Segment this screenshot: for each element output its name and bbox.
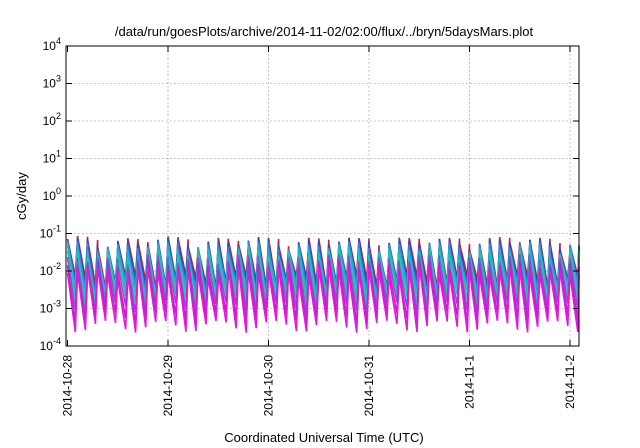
y-tick-label: 102 — [43, 111, 61, 128]
y-tick-label: 101 — [43, 149, 61, 166]
tick-layer: 10-4 10-3 10-2 10-1 100 101 102 103 104 2014-10-2… — [40, 36, 579, 416]
x-tick-label: 2014-10-28 — [61, 355, 75, 417]
y-tick-label: 10-2 — [40, 261, 61, 278]
y-axis-label: cGy/day — [14, 172, 29, 220]
x-tick-label: 2014-11-1 — [463, 355, 477, 409]
x-tick-label: 2014-10-31 — [362, 355, 376, 417]
series-line — [66, 265, 580, 333]
x-tick-label: 2014-11-2 — [563, 355, 577, 409]
y-tick-label: 10-3 — [40, 299, 61, 316]
y-tick-label: 10-4 — [40, 336, 61, 353]
chart-title: /data/run/goesPlots/archive/2014-11-02/0… — [115, 24, 534, 39]
x-tick-label: 2014-10-29 — [161, 355, 175, 417]
y-tick-label: 10-1 — [40, 224, 61, 241]
series-layer — [66, 235, 580, 333]
x-axis-label: Coordinated Universal Time (UTC) — [224, 430, 423, 445]
y-tick-label: 103 — [43, 74, 61, 91]
y-tick-label: 104 — [43, 36, 61, 53]
y-tick-label: 100 — [43, 186, 61, 203]
x-tick-label: 2014-10-30 — [262, 355, 276, 417]
